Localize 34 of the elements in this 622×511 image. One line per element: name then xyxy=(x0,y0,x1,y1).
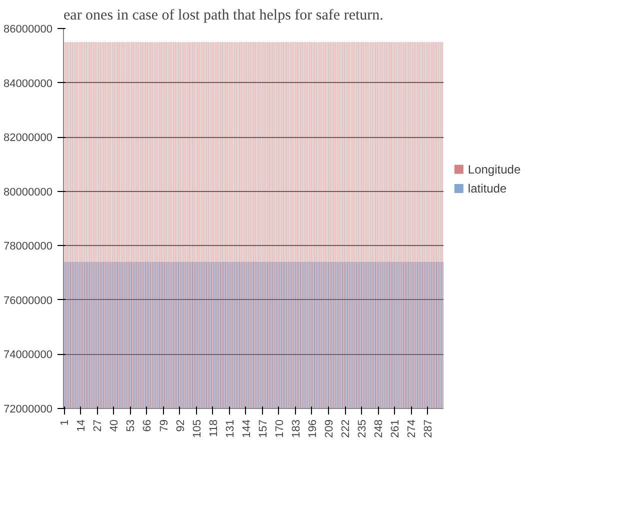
x-tick-label: 209 xyxy=(323,419,336,438)
x-tick-label: 79 xyxy=(158,419,170,432)
y-tick-label: 76000000 xyxy=(4,294,53,307)
y-tick-label: 82000000 xyxy=(4,132,53,144)
x-tick-label: 274 xyxy=(406,419,418,438)
x-tick-label: 196 xyxy=(306,419,319,438)
x-tick-label: 261 xyxy=(390,419,402,438)
y-tick-label: 74000000 xyxy=(4,349,53,362)
legend-label: Longitude xyxy=(468,162,521,176)
x-tick-label: 66 xyxy=(142,419,154,432)
x-tick-label: 170 xyxy=(274,419,286,438)
x-tick-label: 248 xyxy=(373,419,386,438)
x-tick-label: 1 xyxy=(59,419,72,426)
y-tick-label: 80000000 xyxy=(4,186,53,198)
x-tick-label: 287 xyxy=(422,419,435,438)
y-tick-label: 86000000 xyxy=(4,24,53,36)
x-tick-label: 92 xyxy=(174,419,187,432)
x-tick-label: 157 xyxy=(257,419,270,438)
x-tick-label: 222 xyxy=(340,419,352,438)
x-tick-label: 131 xyxy=(224,419,236,438)
x-tick-label: 183 xyxy=(290,419,302,438)
x-tick-label: 235 xyxy=(356,419,369,438)
x-tick-label: 27 xyxy=(92,419,104,432)
legend-label: latitude xyxy=(468,182,507,196)
x-tick-label: 105 xyxy=(191,419,204,438)
x-tick-label: 14 xyxy=(76,419,88,432)
x-tick-label: 118 xyxy=(208,419,220,438)
x-tick-label: 40 xyxy=(108,419,121,432)
x-tick-label: 144 xyxy=(240,419,253,438)
y-tick-label: 72000000 xyxy=(4,404,53,416)
x-tick-label: 53 xyxy=(125,419,138,432)
y-tick-label: 78000000 xyxy=(4,240,53,253)
y-tick-label: 84000000 xyxy=(4,78,53,90)
text: ear ones in case of lost path that helps for safe return. xyxy=(64,8,384,24)
